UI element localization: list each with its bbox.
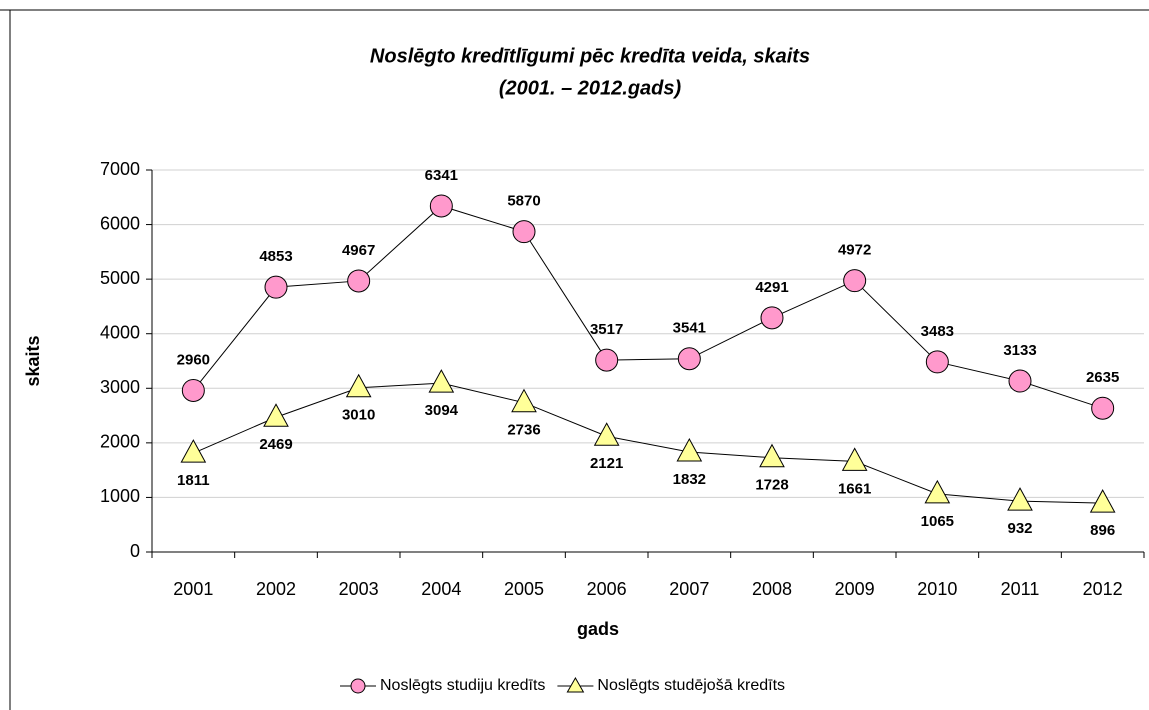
point	[181, 378, 205, 402]
point	[428, 369, 455, 393]
point	[924, 479, 951, 504]
point	[264, 275, 288, 299]
data-label: 2736	[507, 422, 540, 439]
data-label: 1728	[755, 477, 788, 494]
x-tick-label: 2009	[835, 579, 875, 599]
point	[676, 437, 703, 462]
point	[345, 373, 372, 398]
x-tick-label: 2007	[669, 579, 709, 599]
data-label: 5870	[507, 193, 540, 210]
y-tick-label: 4000	[100, 322, 140, 342]
y-axis-label: skaits	[23, 335, 43, 386]
point	[843, 269, 867, 293]
series-line	[193, 382, 1103, 504]
y-tick-label: 3000	[100, 377, 140, 397]
chart-title: Noslēgto kredītlīgumi pēc kredīta veida,…	[370, 45, 810, 67]
x-tick-label: 2010	[917, 579, 957, 599]
legend-marker	[566, 676, 585, 693]
data-label: 3483	[921, 323, 954, 340]
point	[595, 348, 619, 372]
point	[263, 403, 289, 427]
y-tick-label: 1000	[100, 486, 140, 506]
point	[759, 443, 785, 468]
point	[1091, 396, 1115, 420]
chart-subtitle: (2001. – 2012.gads)	[499, 77, 682, 99]
point	[677, 347, 701, 371]
data-label: 896	[1090, 522, 1115, 539]
data-label: 3541	[673, 320, 706, 337]
y-tick-label: 0	[130, 541, 140, 561]
series-line	[192, 205, 1103, 409]
x-tick-label: 2012	[1083, 579, 1123, 599]
data-label: 932	[1007, 520, 1032, 537]
data-label: 3094	[425, 402, 459, 419]
data-label: 3517	[590, 321, 623, 338]
data-label: 1661	[838, 480, 871, 497]
point	[347, 269, 371, 293]
data-label: 4291	[755, 279, 788, 296]
data-label: 6341	[425, 167, 458, 184]
point	[593, 422, 620, 446]
data-label: 2121	[590, 455, 623, 472]
y-tick-label: 6000	[100, 213, 140, 233]
x-tick-label: 2008	[752, 579, 792, 599]
point	[1089, 489, 1116, 513]
point	[180, 439, 207, 463]
y-tick-label: 2000	[100, 432, 140, 452]
data-label: 4972	[838, 242, 871, 259]
point	[760, 306, 784, 330]
point	[1008, 369, 1032, 393]
data-label: 1832	[673, 471, 706, 488]
data-label: 3010	[342, 407, 375, 424]
x-tick-label: 2001	[173, 579, 213, 599]
x-tick-label: 2011	[1001, 579, 1040, 599]
legend-label: Noslēgts studējošā kredīts	[597, 677, 785, 694]
data-label: 4853	[259, 248, 292, 265]
point	[511, 388, 537, 413]
x-axis-label: gads	[577, 619, 619, 639]
point	[841, 447, 868, 471]
point	[429, 194, 453, 218]
data-label: 1811	[177, 472, 210, 489]
x-tick-label: 2002	[256, 579, 296, 599]
y-tick-label: 7000	[100, 159, 140, 179]
data-label: 2635	[1086, 369, 1119, 386]
legend-label: Noslēgts studiju kredīts	[380, 677, 545, 694]
y-tick-label: 5000	[100, 268, 140, 288]
x-tick-label: 2005	[504, 579, 544, 599]
legend-marker	[350, 678, 366, 694]
point	[512, 220, 536, 244]
x-tick-label: 2006	[587, 579, 627, 599]
data-label: 2960	[177, 351, 210, 368]
point	[925, 350, 949, 374]
data-label: 3133	[1003, 342, 1036, 359]
data-label: 2469	[259, 436, 292, 453]
x-tick-label: 2003	[339, 579, 379, 599]
x-tick-label: 2004	[421, 579, 461, 599]
point	[1007, 487, 1033, 511]
data-label: 1065	[921, 513, 954, 530]
data-label: 4967	[342, 242, 375, 259]
